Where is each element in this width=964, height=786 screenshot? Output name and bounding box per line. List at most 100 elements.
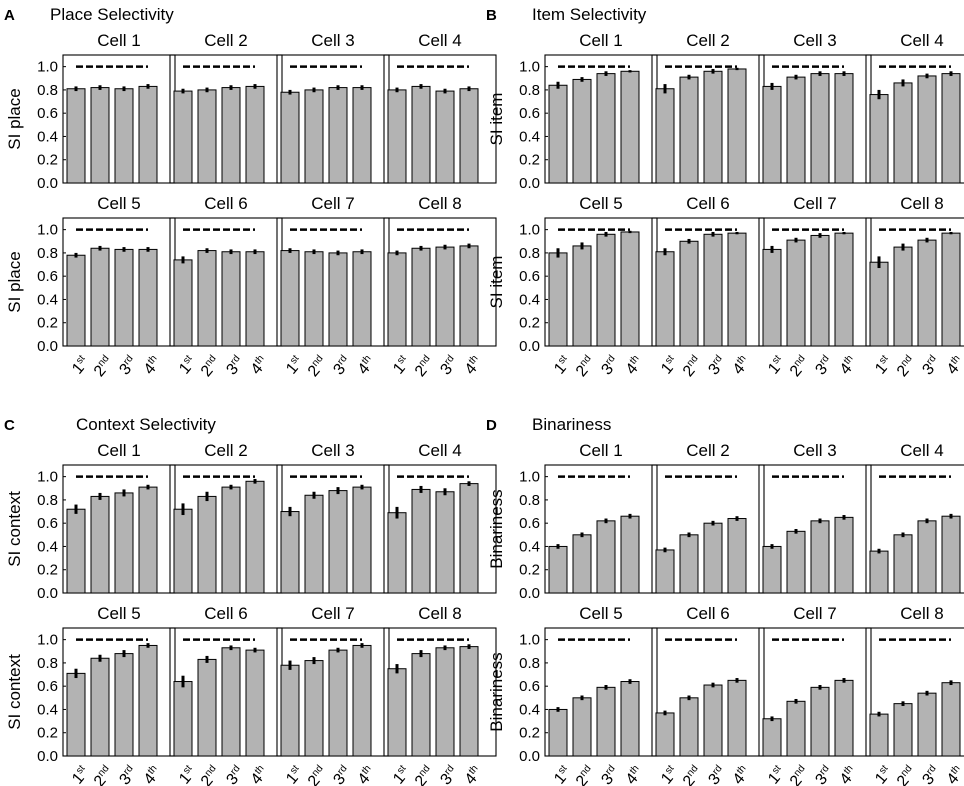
y-tick-label: 0.8 [519,492,540,509]
bar-3 [435,246,455,347]
y-axis-label: Binariness [487,489,506,568]
bar-1 [173,90,193,184]
subplot-title: Cell 8 [900,604,943,623]
x-tick-label: 2nd [572,763,599,786]
bar-3 [114,248,134,347]
subplot-title: Cell 6 [204,604,247,623]
y-tick-label: 0.2 [37,152,58,169]
y-tick-label: 0.0 [37,585,58,602]
bar-3 [328,490,348,594]
bar-3 [596,686,616,757]
panel-title: Context Selectivity [76,415,216,434]
bar-1 [66,254,86,347]
bar-2 [304,494,324,594]
y-tick-label: 0.8 [37,492,58,509]
x-tick-label: 1st [871,353,896,378]
bar-4 [727,518,747,594]
y-tick-label: 0.2 [519,152,540,169]
x-tick-suffix: nd [203,763,219,779]
bar-1 [869,550,889,594]
bar-3 [810,234,830,347]
bar-4 [834,679,854,757]
bar-4 [459,483,479,594]
bar-4 [245,480,265,594]
x-tick-label: 1st [657,763,682,786]
subplot-title: Cell 8 [418,194,461,213]
bar-2 [572,245,592,347]
bar-4 [138,85,158,184]
y-tick-label: 0.8 [37,245,58,262]
subplot-cell-3: Cell 3 [758,441,872,594]
bar-1 [655,549,675,594]
subplot-title: Cell 5 [97,194,140,213]
y-tick-label: 1.0 [37,632,58,649]
subplot-title: Cell 3 [311,31,354,50]
y-tick-label: 0.4 [37,128,58,145]
bar-3 [328,649,348,757]
y-tick-label: 0.8 [519,245,540,262]
bar-1 [762,248,782,347]
y-tick-label: 0.6 [37,105,58,122]
bar-3 [703,70,723,184]
subplot-title: Cell 2 [686,31,729,50]
bar-1 [173,259,193,347]
x-tick-label: 4th [729,353,754,378]
subplot-title: Cell 7 [311,604,354,623]
x-tick-label: 1st [764,353,789,378]
x-tick-label: 3rd [330,353,355,378]
bar-3 [328,87,348,184]
x-tick-suffix: nd [578,763,594,779]
bar-4 [352,251,372,347]
bar-2 [304,660,324,757]
bar-1 [280,664,300,757]
y-tick-label: 0.6 [519,678,540,695]
bar-3 [917,75,937,184]
x-tick-label: 3rd [330,763,355,786]
bar-3 [435,491,455,594]
bar-1 [66,508,86,594]
y-tick-label: 0.4 [37,291,58,308]
x-tick-suffix: nd [96,763,112,779]
bar-4 [352,644,372,757]
x-tick-label: 2nd [90,763,117,786]
subplot-title: Cell 4 [900,441,943,460]
x-tick-label: 2nd [90,353,117,380]
bar-1 [869,713,889,757]
subplot-cell-3: Cell 3 [276,441,390,594]
subplot-cell-4: Cell 4 [865,31,964,184]
subplot-cell-5: Cell 5 0.0 0.2 0.4 0.6 0.8 1.0 Binariness 1st2nd… [487,604,658,786]
x-tick-label: 2nd [893,763,920,786]
bar-2 [411,85,431,184]
bar-4 [459,88,479,184]
x-tick-label: 2nd [786,353,813,380]
subplot-cell-1: Cell 1 0.0 0.2 0.4 0.6 0.8 1.0 Binariness [487,441,658,602]
y-axis-label: SI context [5,654,24,730]
bar-3 [703,233,723,347]
x-tick-label: 1st [68,763,93,786]
subplot-cell-1: Cell 1 0.0 0.2 0.4 0.6 0.8 1.0 SI context [5,441,176,602]
subplot-title: Cell 7 [311,194,354,213]
y-tick-label: 0.4 [519,291,540,308]
x-tick-label: 2nd [786,763,813,786]
bar-4 [138,486,158,594]
x-tick-label: 4th [461,763,486,786]
x-tick-label: 2nd [304,763,331,786]
bar-4 [941,515,961,594]
y-tick-label: 0.4 [519,128,540,145]
bar-4 [245,649,265,757]
y-tick-label: 1.0 [37,59,58,76]
bar-3 [810,520,830,594]
bar-2 [893,534,913,594]
y-tick-label: 0.2 [37,562,58,579]
bar-3 [221,486,241,594]
bar-4 [727,679,747,757]
bar-1 [173,681,193,757]
bar-1 [387,252,407,347]
subplot-cell-2: Cell 2 [169,441,283,594]
